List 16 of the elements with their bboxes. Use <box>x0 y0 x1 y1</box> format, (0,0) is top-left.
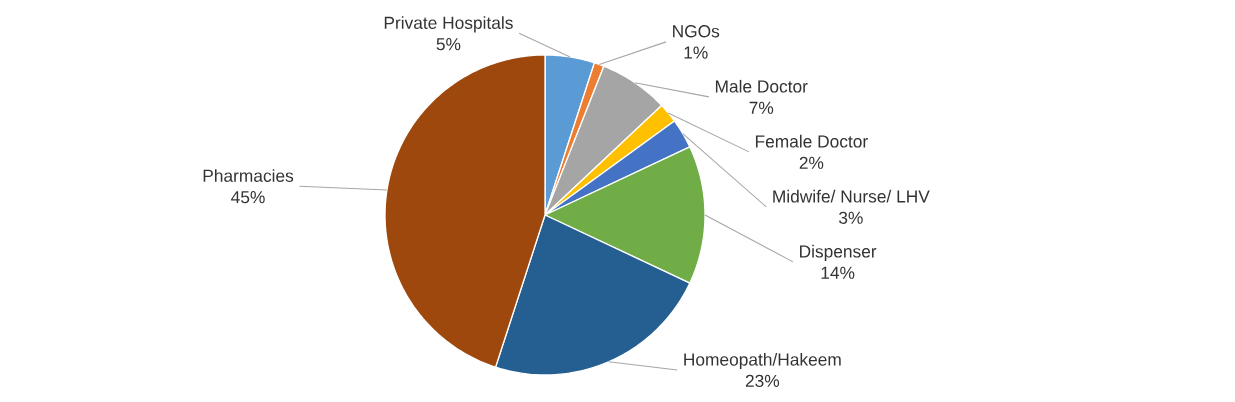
slice-label: Male Doctor <box>715 79 808 93</box>
data-label: 7% <box>749 101 774 114</box>
slice-label: Female Doctor <box>755 134 868 148</box>
data-label: 1% <box>684 46 708 59</box>
slice-label: NGOs <box>673 25 720 38</box>
slice-label: Dispenser <box>800 244 877 262</box>
slice-label: Homeopath/Hakeem <box>684 352 841 370</box>
data-label: 2% <box>799 156 824 169</box>
data-label: 23% <box>745 374 780 388</box>
slice-label: Pharmacies <box>203 169 294 182</box>
slice-label: Midwife/ Nurse/ LHV <box>773 189 930 203</box>
data-label: 14% <box>821 266 855 279</box>
data-label: 5% <box>436 38 461 51</box>
data-label: 3% <box>838 211 863 224</box>
data-label: 45% <box>231 191 265 204</box>
slice-label: Private Hospitals <box>384 16 513 33</box>
